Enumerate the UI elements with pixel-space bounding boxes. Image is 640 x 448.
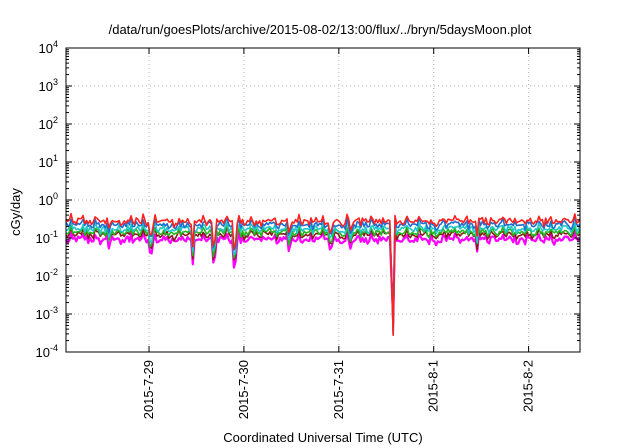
series-line (65, 231, 581, 322)
y-tick-label: 100 (39, 191, 58, 208)
x-tick-label: 2015-8-1 (426, 360, 441, 412)
y-tick-label: 101 (39, 153, 58, 170)
y-tick-label: 10-3 (36, 305, 58, 322)
y-tick-label: 10-1 (36, 229, 58, 246)
x-tick-label: 2015-7-30 (236, 360, 251, 419)
x-axis-label: Coordinated Universal Time (UTC) (223, 430, 422, 445)
series-line (65, 220, 581, 334)
y-tick-label: 103 (39, 77, 58, 94)
y-tick-label: 102 (39, 115, 58, 132)
y-tick-label: 104 (39, 39, 58, 56)
chart-title: /data/run/goesPlots/archive/2015-08-02/1… (108, 22, 532, 37)
grid-lines (66, 48, 580, 352)
y-tick-label: 10-4 (36, 343, 58, 360)
series-line (65, 223, 581, 328)
x-tick-label: 2015-8-2 (521, 360, 536, 412)
x-tick-label: 2015-7-29 (141, 360, 156, 419)
y-tick-label: 10-2 (36, 267, 58, 284)
x-axis-ticks: 2015-7-29 2015-7-30 2015-7-31 2015-8-1 2015-… (141, 48, 536, 419)
y-axis-label: cGy/day (8, 188, 23, 236)
x-tick-label: 2015-7-31 (331, 360, 346, 419)
series-line (65, 212, 581, 337)
data-series (65, 212, 581, 337)
